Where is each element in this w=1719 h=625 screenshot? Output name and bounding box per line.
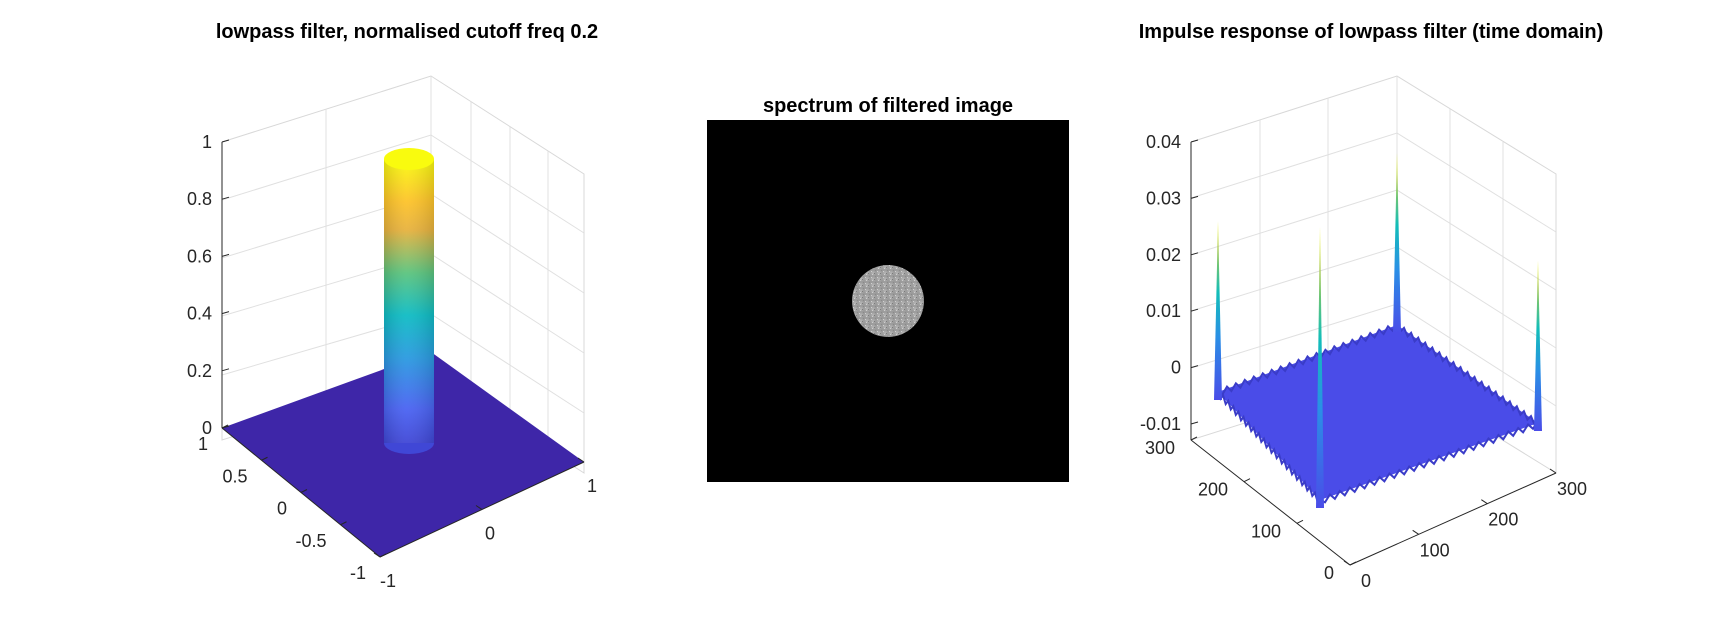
panel3-z-tick-mark	[1190, 308, 1199, 312]
panel1-z-ticks: 0 0.2 0.4 0.6 0.8 1	[187, 132, 230, 438]
panel3-y-tick-mark	[1190, 436, 1198, 441]
panel3-x-axis	[1349, 472, 1557, 566]
panel1-x-tick-label: 0	[485, 524, 495, 544]
panel3-z-tick-mark	[1190, 365, 1199, 369]
panel1-y-tick-mark	[340, 521, 347, 526]
panel1-x-tick-label: 1	[587, 476, 597, 496]
spectrum-image-plot: spectrum of filtered image	[707, 95, 1069, 482]
panel1-z-tick-label: 0.4	[187, 304, 212, 324]
spectrum-passband-disc	[852, 265, 924, 337]
panel3-peak-spike	[1316, 226, 1324, 508]
panel3-z-tick-label: -0.01	[1140, 414, 1181, 434]
panel3-y-tick-label: 200	[1198, 480, 1228, 500]
panel3-z-tick-mark	[1190, 252, 1199, 256]
panel1-z-tick-label: 0.2	[187, 361, 212, 381]
panel3-ripple-edge	[1319, 420, 1539, 504]
panel1-z-tick-mark	[221, 311, 230, 315]
panel1-z-tick-label: 0	[202, 418, 212, 438]
panel1-passband-cylinder	[384, 148, 434, 454]
lowpass-filter-plot: lowpass filter, normalised cutoff freq 0…	[187, 21, 598, 591]
panel3-ripple-edge	[1396, 324, 1539, 427]
panel1-x-tick-mark	[577, 457, 585, 463]
panel3-floor-surface	[1218, 325, 1538, 500]
panel3-z-tick-label: 0.04	[1146, 132, 1181, 152]
panel1-z-tick-label: 0.6	[187, 246, 212, 266]
panel1-y-ticks: -1 -0.5 0 0.5 1	[198, 424, 387, 583]
panel1-y-tick-mark	[221, 424, 229, 429]
panel1-y-tick-mark	[300, 489, 308, 493]
panel2-title: spectrum of filtered image	[763, 95, 1013, 117]
panel3-y-tick-mark	[1243, 478, 1251, 483]
panel3-y-axis	[1190, 439, 1351, 566]
impulse-response-plot: Impulse response of lowpass filter (time…	[1139, 21, 1604, 591]
panel3-peak-spike	[1534, 260, 1542, 431]
panel1-title: lowpass filter, normalised cutoff freq 0…	[216, 21, 598, 43]
panel3-peak-spike	[1393, 153, 1401, 333]
panel1-z-tick-label: 1	[202, 132, 212, 152]
panel1-cylinder-shading	[384, 159, 434, 443]
panel3-z-tick-label: 0.01	[1146, 301, 1181, 321]
panel1-y-tick-label: -1	[350, 563, 366, 583]
panel1-floor-surface	[222, 352, 584, 557]
panel3-x-tick-mark	[1412, 529, 1419, 535]
panel3-y-tick-label: 100	[1251, 521, 1281, 541]
panel1-y-tick-label: 1	[198, 434, 208, 454]
panel3-x-tick-mark	[1481, 499, 1488, 505]
panel1-cylinder-top	[384, 148, 434, 170]
panel1-z-tick-mark	[221, 253, 230, 257]
panel1-x-axis	[379, 461, 585, 558]
panel3-z-ticks: -0.01 0 0.01 0.02 0.03 0.04	[1140, 132, 1199, 434]
panel3-x-tick-label: 200	[1488, 510, 1518, 530]
panel3-x-tick-label: 300	[1557, 479, 1587, 499]
panel3-z-tick-mark	[1190, 421, 1199, 425]
panel3-z-tick-label: 0	[1171, 358, 1181, 378]
panel3-x-tick-mark	[1549, 468, 1557, 474]
panel3-ripple-edge	[1217, 391, 1321, 504]
panel3-x-ticks: 0 100 200 300	[1343, 468, 1587, 591]
panel1-y-tick-label: 0.5	[222, 466, 247, 486]
panel1-y-tick-label: -0.5	[295, 531, 326, 551]
panel3-z-tick-label: 0.02	[1146, 245, 1181, 265]
panel3-y-tick-label: 300	[1145, 438, 1175, 458]
panel1-z-tick-mark	[221, 368, 230, 372]
panel3-ripples	[1217, 322, 1539, 504]
panel1-z-tick-mark	[221, 139, 230, 143]
panel1-x-tick-label: -1	[380, 571, 396, 591]
panel3-x-tick-label: 100	[1420, 540, 1450, 560]
panel1-x-tick-mark	[475, 505, 483, 510]
panel3-z-tick-mark	[1190, 139, 1199, 143]
panel3-y-tick-mark	[1296, 519, 1304, 524]
panel1-y-axis	[221, 427, 381, 558]
panel3-z-tick-label: 0.03	[1146, 188, 1181, 208]
panel1-y-tick-label: 0	[277, 499, 287, 519]
panel1-z-tick-label: 0.8	[187, 189, 212, 209]
panel3-title: Impulse response of lowpass filter (time…	[1139, 21, 1604, 43]
panel1-y-tick-mark	[261, 456, 268, 461]
panel3-response-surface	[1214, 153, 1542, 508]
panel3-y-tick-label: 0	[1324, 563, 1334, 583]
panel3-ripple-edge	[1217, 322, 1398, 396]
panel3-x-tick-label: 0	[1361, 571, 1371, 591]
panel3-peak-spike	[1214, 220, 1222, 400]
panel3-z-tick-mark	[1190, 195, 1199, 199]
panel1-z-tick-mark	[221, 196, 230, 200]
